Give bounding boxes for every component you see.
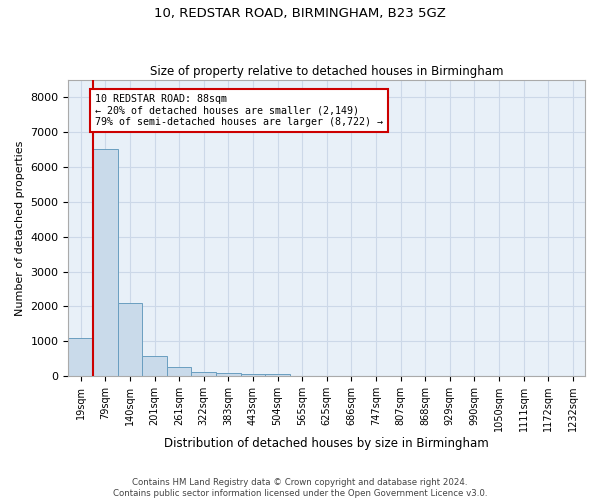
Bar: [191, 372, 216, 376]
Bar: [93, 150, 118, 376]
Text: 10 REDSTAR ROAD: 88sqm
← 20% of detached houses are smaller (2,149)
79% of semi-: 10 REDSTAR ROAD: 88sqm ← 20% of detached…: [95, 94, 383, 127]
X-axis label: Distribution of detached houses by size in Birmingham: Distribution of detached houses by size …: [164, 437, 489, 450]
Text: 10, REDSTAR ROAD, BIRMINGHAM, B23 5GZ: 10, REDSTAR ROAD, BIRMINGHAM, B23 5GZ: [154, 8, 446, 20]
Bar: [265, 374, 290, 376]
Bar: [241, 374, 265, 376]
Y-axis label: Number of detached properties: Number of detached properties: [15, 140, 25, 316]
Title: Size of property relative to detached houses in Birmingham: Size of property relative to detached ho…: [150, 66, 503, 78]
Bar: [216, 374, 241, 376]
Bar: [142, 356, 167, 376]
Bar: [68, 338, 93, 376]
Bar: [167, 367, 191, 376]
Text: Contains HM Land Registry data © Crown copyright and database right 2024.
Contai: Contains HM Land Registry data © Crown c…: [113, 478, 487, 498]
Bar: [118, 303, 142, 376]
